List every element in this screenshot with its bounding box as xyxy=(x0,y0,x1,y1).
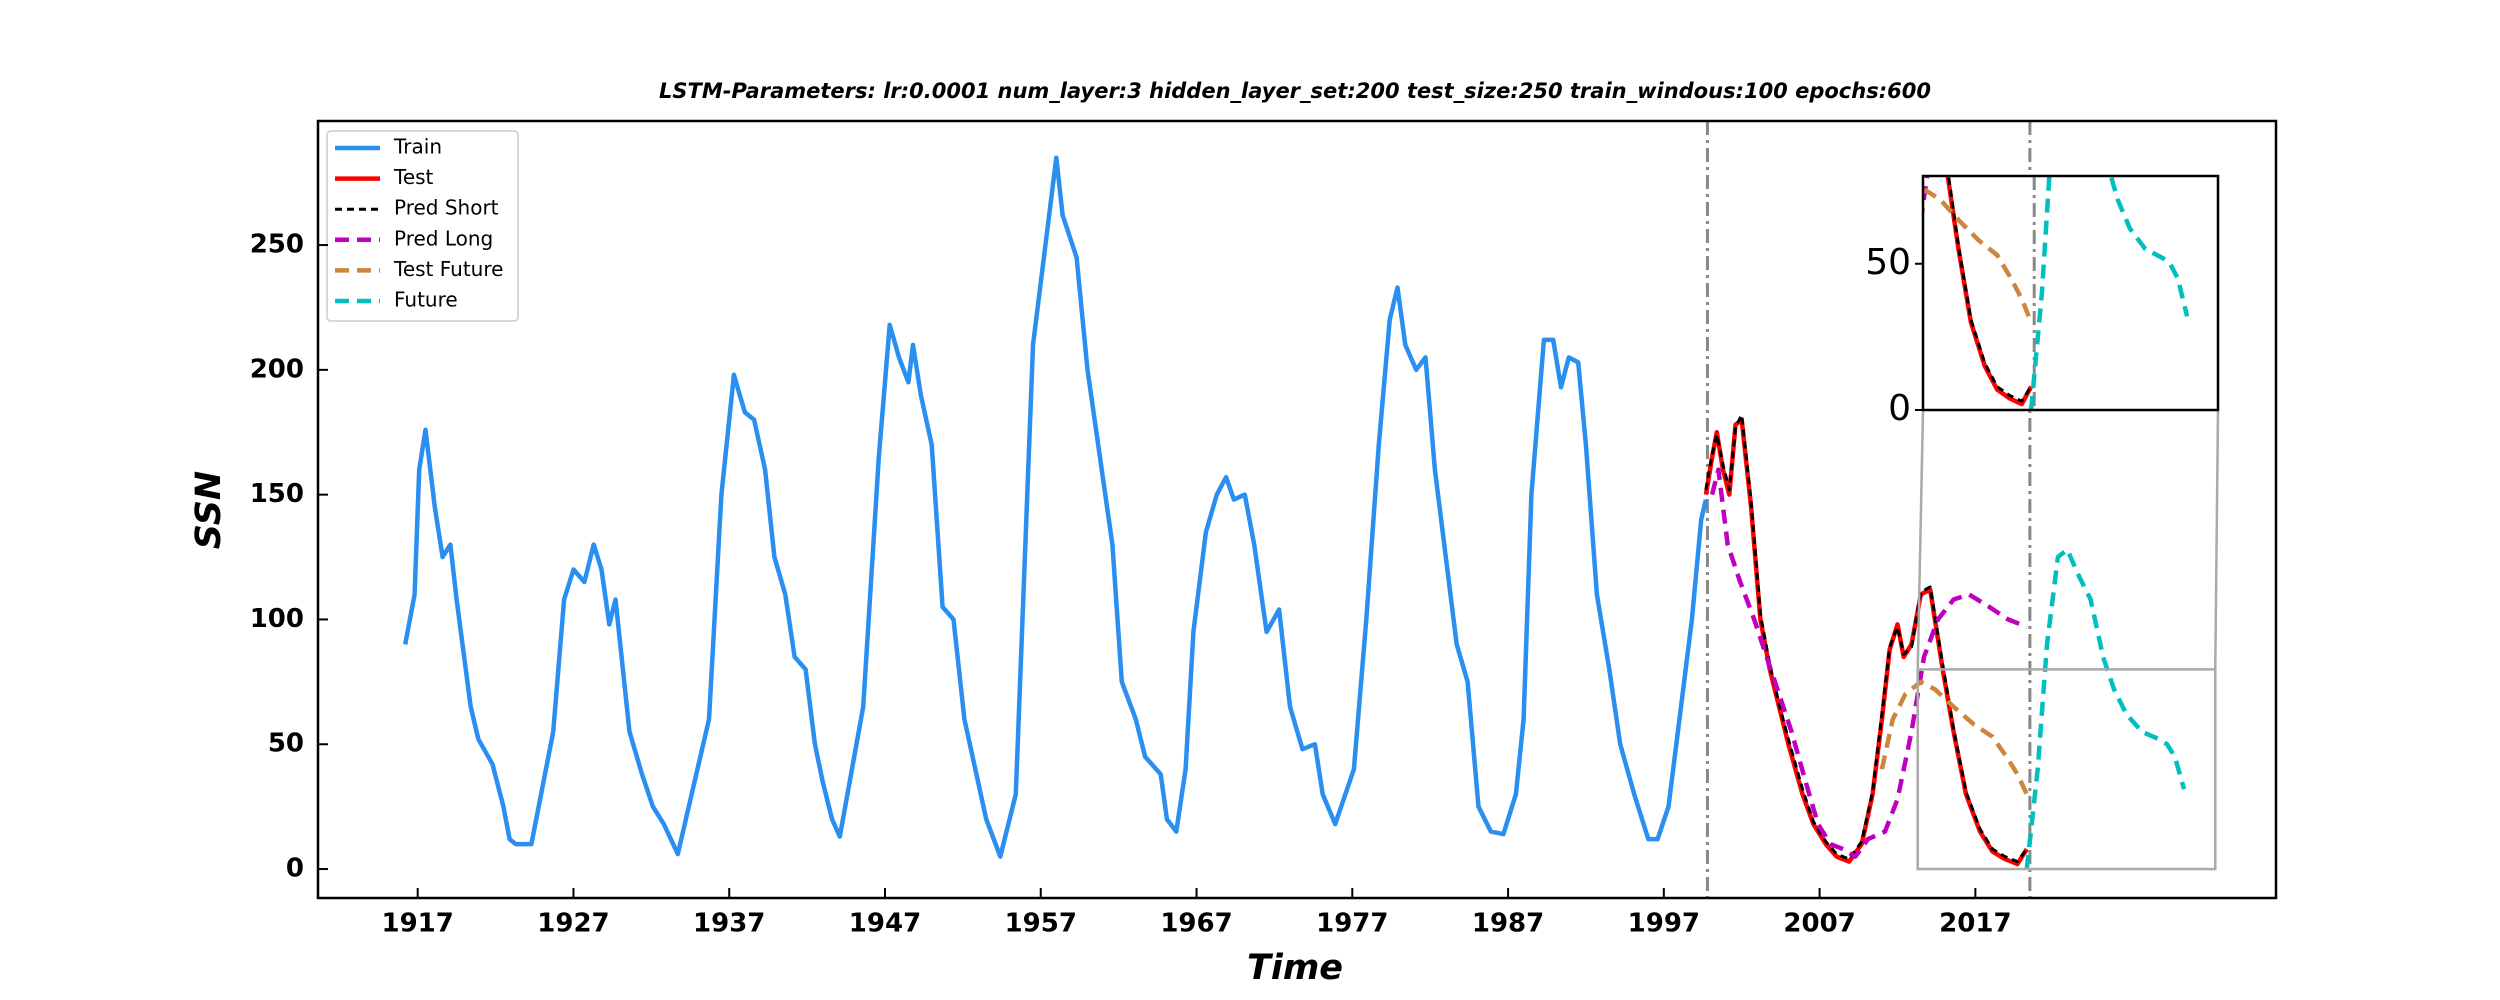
zoom-region xyxy=(1916,668,2217,871)
x-tick-label: 1977 xyxy=(1316,909,1388,939)
x-tick-label: 2007 xyxy=(1783,909,1855,939)
inset-plot xyxy=(423,0,2190,410)
series-line xyxy=(1703,417,2029,867)
legend-label: Train xyxy=(393,135,442,159)
y-axis-label: SSN xyxy=(189,471,229,549)
legend: Train Test Pred Short Pred Long Test Future F… xyxy=(326,130,519,322)
inset-frame xyxy=(1921,174,2220,412)
zoom-connector xyxy=(1916,409,1925,670)
legend-label: Test Future xyxy=(393,257,503,281)
zoom-connector xyxy=(2214,409,2220,670)
inset-y-tick-label: 0 xyxy=(1888,388,1911,429)
y-tick-label: 250 xyxy=(250,230,304,260)
series-line xyxy=(1704,413,2028,864)
legend-label: Pred Short xyxy=(394,196,499,220)
legend-label: Pred Long xyxy=(394,226,493,250)
y-tick-label: 200 xyxy=(250,354,304,384)
plot-area xyxy=(402,121,2187,898)
inset-series-line xyxy=(1923,188,2034,324)
x-axis-label: Time xyxy=(1247,948,1343,988)
x-tick-label: 1927 xyxy=(537,909,609,939)
legend-label: Future xyxy=(394,288,458,312)
x-tick-label: 1987 xyxy=(1472,909,1544,939)
x-tick-label: 1967 xyxy=(1160,909,1232,939)
y-tick-label: 150 xyxy=(250,479,304,509)
series-line xyxy=(1709,467,2028,859)
inset-y-tick-label: 50 xyxy=(1865,242,1911,283)
chart-title: LSTM-Parameters: lr:0.0001 num_layer:3 h… xyxy=(659,79,1931,103)
x-tick-label: 1997 xyxy=(1628,909,1700,939)
inset-connectors xyxy=(1916,409,2220,871)
x-tick-label: 1947 xyxy=(849,909,921,939)
series-line xyxy=(2024,547,2187,870)
inset-series-line xyxy=(423,0,1713,395)
x-tick-label: 1917 xyxy=(382,909,454,939)
x-tick-label: 2017 xyxy=(1939,909,2011,939)
series-line xyxy=(402,155,1709,859)
legend-label: Test xyxy=(393,165,434,189)
x-tick-label: 1937 xyxy=(693,909,765,939)
y-tick-label: 50 xyxy=(268,729,304,759)
series-line xyxy=(1879,679,2029,796)
y-tick-label: 0 xyxy=(286,854,304,884)
axes-frame xyxy=(316,119,2278,900)
inset-background xyxy=(1923,176,2218,410)
x-tick-label: 1957 xyxy=(1005,909,1077,939)
y-tick-label: 100 xyxy=(250,604,304,634)
